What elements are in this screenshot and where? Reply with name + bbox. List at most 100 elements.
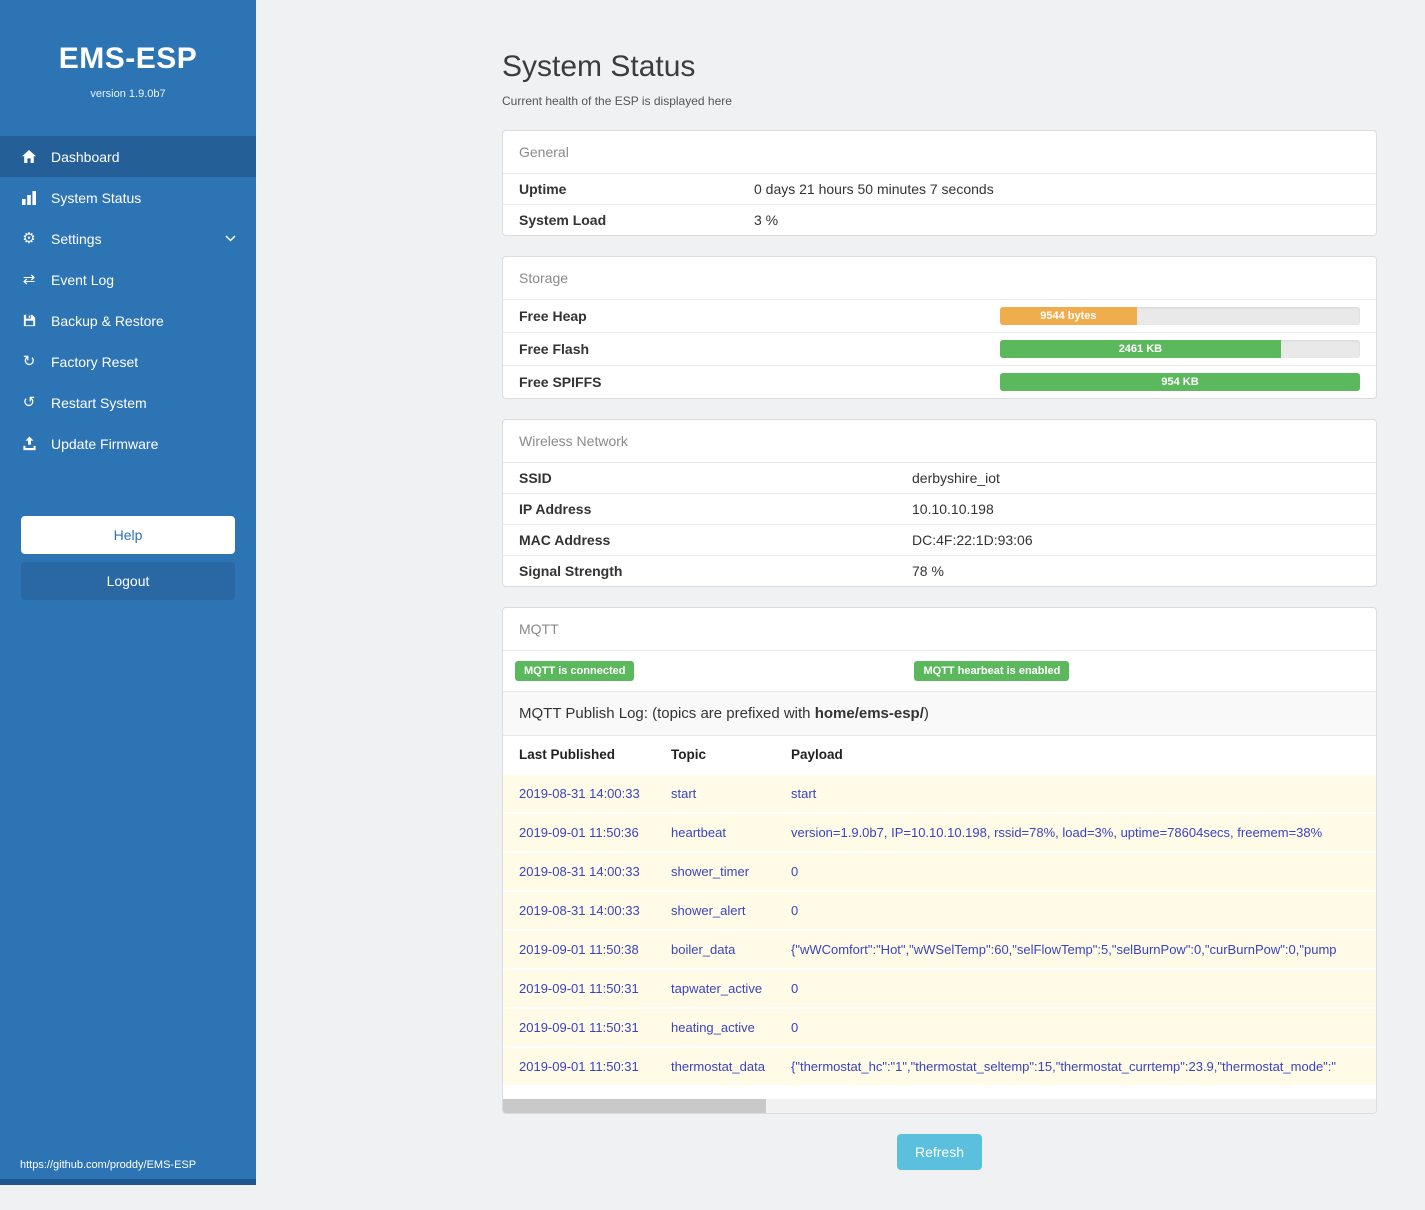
panel-header: MQTT bbox=[503, 608, 1376, 650]
sidebar-item-settings[interactable]: ⚙ Settings bbox=[0, 218, 256, 259]
upload-icon bbox=[20, 436, 38, 451]
chevron-down-icon bbox=[225, 235, 236, 242]
free-spiffs-row: Free SPIFFS 954 KB bbox=[503, 365, 1376, 398]
col-payload: Payload bbox=[783, 736, 1376, 775]
row-label: Free SPIFFS bbox=[519, 374, 1000, 390]
signal-strength-row: Signal Strength 78 % bbox=[503, 555, 1376, 586]
sidebar-bottom-strip bbox=[0, 1179, 256, 1185]
mqtt-log-title: MQTT Publish Log: (topics are prefixed w… bbox=[503, 691, 1376, 735]
system-load-row: System Load 3 % bbox=[503, 204, 1376, 235]
bar-chart-icon bbox=[20, 190, 38, 206]
page-title: System Status bbox=[502, 50, 1377, 84]
ssid-row: SSID derbyshire_iot bbox=[503, 462, 1376, 493]
published-cell: 2019-08-31 14:00:33 bbox=[503, 852, 663, 891]
sidebar-item-label: Update Firmware bbox=[51, 436, 158, 452]
mqtt-connected-badge: MQTT is connected bbox=[515, 661, 634, 681]
payload-cell: 0 bbox=[783, 969, 1376, 1008]
log-title-suffix: ) bbox=[924, 705, 929, 722]
row-label: SSID bbox=[519, 470, 912, 486]
row-label: IP Address bbox=[519, 501, 912, 517]
sidebar-item-label: Restart System bbox=[51, 395, 147, 411]
log-title-prefix: MQTT Publish Log: (topics are prefixed w… bbox=[519, 705, 815, 722]
app-version: version 1.9.0b7 bbox=[0, 88, 256, 100]
topic-cell: start bbox=[663, 774, 783, 813]
page-subtitle: Current health of the ESP is displayed h… bbox=[502, 94, 1377, 108]
sidebar-item-factory-reset[interactable]: ↻ Factory Reset bbox=[0, 341, 256, 382]
factory-reset-icon: ↻ bbox=[20, 354, 38, 369]
sidebar-item-system-status[interactable]: System Status bbox=[0, 177, 256, 218]
github-link[interactable]: https://github.com/proddy/EMS-ESP bbox=[20, 1159, 196, 1171]
row-label: Uptime bbox=[519, 181, 754, 197]
free-flash-progressbar: 2461 KB bbox=[1000, 340, 1360, 358]
exchange-arrows-icon: ⇄ bbox=[20, 272, 38, 287]
row-label: Free Flash bbox=[519, 341, 1000, 357]
app-brand: EMS-ESP version 1.9.0b7 bbox=[0, 0, 256, 100]
save-floppy-icon bbox=[20, 313, 38, 328]
table-row: 2019-08-31 14:00:33 shower_timer 0 bbox=[503, 852, 1376, 891]
sidebar-item-dashboard[interactable]: Dashboard bbox=[0, 136, 256, 177]
mqtt-publish-table: Last Published Topic Payload 2019-08-31 … bbox=[503, 735, 1376, 1085]
progress-label: 9544 bytes bbox=[1040, 310, 1096, 322]
sidebar-item-label: Backup & Restore bbox=[51, 313, 164, 329]
progress-label: 2461 KB bbox=[1119, 343, 1162, 355]
topic-cell: tapwater_active bbox=[663, 969, 783, 1008]
wireless-panel: Wireless Network SSID derbyshire_iot IP … bbox=[502, 419, 1377, 587]
published-cell: 2019-08-31 14:00:33 bbox=[503, 774, 663, 813]
mqtt-panel: MQTT MQTT is connected MQTT hearbeat is … bbox=[502, 607, 1377, 1114]
row-value: 0 days 21 hours 50 minutes 7 seconds bbox=[754, 181, 994, 197]
sidebar-item-label: Factory Reset bbox=[51, 354, 138, 370]
sidebar: EMS-ESP version 1.9.0b7 Dashboard System… bbox=[0, 0, 256, 1185]
home-icon bbox=[20, 149, 38, 165]
topic-cell: boiler_data bbox=[663, 930, 783, 969]
table-row: 2019-08-31 14:00:33 start start bbox=[503, 774, 1376, 813]
help-button[interactable]: Help bbox=[21, 516, 235, 554]
horizontal-scrollbar[interactable] bbox=[503, 1099, 1376, 1113]
row-label: Signal Strength bbox=[519, 563, 912, 579]
sidebar-item-label: Dashboard bbox=[51, 149, 120, 165]
logout-button[interactable]: Logout bbox=[21, 562, 235, 600]
free-heap-row: Free Heap 9544 bytes bbox=[503, 299, 1376, 332]
panel-header: General bbox=[503, 131, 1376, 173]
sidebar-item-backup-restore[interactable]: Backup & Restore bbox=[0, 300, 256, 341]
sidebar-actions: Help Logout bbox=[0, 516, 256, 600]
published-cell: 2019-09-01 11:50:36 bbox=[503, 813, 663, 852]
scrollbar-thumb[interactable] bbox=[503, 1099, 766, 1113]
ip-address-row: IP Address 10.10.10.198 bbox=[503, 493, 1376, 524]
topic-cell: heartbeat bbox=[663, 813, 783, 852]
table-row: 2019-08-31 14:00:33 shower_alert 0 bbox=[503, 891, 1376, 930]
sidebar-item-update-firmware[interactable]: Update Firmware bbox=[0, 423, 256, 464]
row-label: System Load bbox=[519, 212, 754, 228]
row-value: DC:4F:22:1D:93:06 bbox=[912, 532, 1033, 548]
sidebar-item-restart-system[interactable]: ↺ Restart System bbox=[0, 382, 256, 423]
table-row: 2019-09-01 11:50:31 thermostat_data {"th… bbox=[503, 1047, 1376, 1085]
progress-fill: 9544 bytes bbox=[1000, 307, 1137, 325]
row-label: Free Heap bbox=[519, 308, 1000, 324]
storage-panel: Storage Free Heap 9544 bytes Free Flash … bbox=[502, 256, 1377, 399]
published-cell: 2019-09-01 11:50:31 bbox=[503, 1047, 663, 1085]
topic-cell: shower_timer bbox=[663, 852, 783, 891]
row-value: 78 % bbox=[912, 563, 944, 579]
col-topic: Topic bbox=[663, 736, 783, 775]
refresh-area: Refresh bbox=[502, 1134, 1377, 1170]
payload-cell: 0 bbox=[783, 852, 1376, 891]
sidebar-item-event-log[interactable]: ⇄ Event Log bbox=[0, 259, 256, 300]
topic-cell: heating_active bbox=[663, 1008, 783, 1047]
payload-cell: 0 bbox=[783, 1008, 1376, 1047]
row-value: derbyshire_iot bbox=[912, 470, 1000, 486]
mac-address-row: MAC Address DC:4F:22:1D:93:06 bbox=[503, 524, 1376, 555]
sidebar-item-label: Settings bbox=[51, 231, 102, 247]
panel-header: Storage bbox=[503, 257, 1376, 299]
table-row: 2019-09-01 11:50:31 heating_active 0 bbox=[503, 1008, 1376, 1047]
payload-cell: {"wWComfort":"Hot","wWSelTemp":60,"selFl… bbox=[783, 930, 1376, 969]
free-flash-row: Free Flash 2461 KB bbox=[503, 332, 1376, 365]
app-title: EMS-ESP bbox=[0, 42, 256, 76]
progress-fill: 954 KB bbox=[1000, 373, 1360, 391]
topic-cell: shower_alert bbox=[663, 891, 783, 930]
row-value: 3 % bbox=[754, 212, 778, 228]
main-content: System Status Current health of the ESP … bbox=[256, 0, 1425, 1210]
table-row: 2019-09-01 11:50:36 heartbeat version=1.… bbox=[503, 813, 1376, 852]
mqtt-status-badges: MQTT is connected MQTT hearbeat is enabl… bbox=[503, 650, 1376, 691]
sidebar-item-label: System Status bbox=[51, 190, 141, 206]
refresh-button[interactable]: Refresh bbox=[897, 1134, 982, 1170]
general-panel: General Uptime 0 days 21 hours 50 minute… bbox=[502, 130, 1377, 236]
